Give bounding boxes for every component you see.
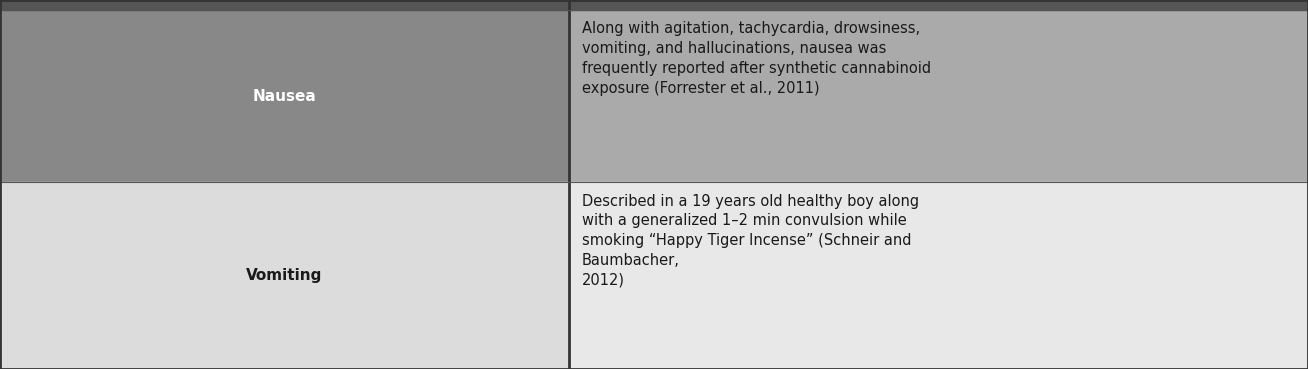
Text: Described in a 19 years old healthy boy along
with a generalized 1–2 min convuls: Described in a 19 years old healthy boy … — [582, 194, 920, 288]
Text: Along with agitation, tachycardia, drowsiness,
vomiting, and hallucinations, nau: Along with agitation, tachycardia, drows… — [582, 21, 931, 96]
Text: Nausea: Nausea — [252, 89, 317, 104]
Bar — [569, 10, 1308, 183]
Bar — [0, 10, 569, 183]
Bar — [0, 0, 1308, 10]
Bar — [0, 183, 569, 369]
Text: Vomiting: Vomiting — [246, 268, 323, 283]
Bar — [569, 183, 1308, 369]
